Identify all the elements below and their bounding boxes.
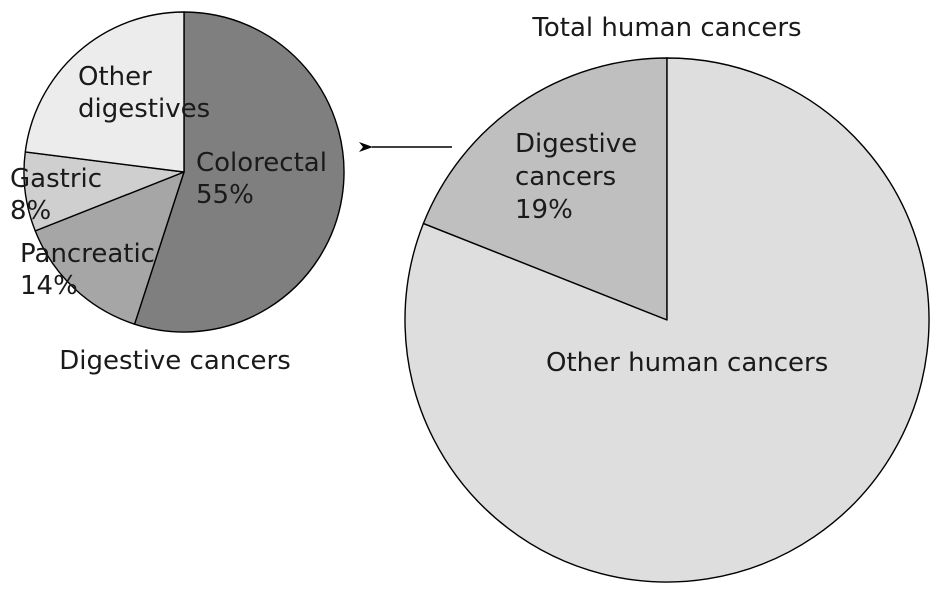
slice-digestive bbox=[422, 57, 668, 321]
total-human-cancers-pie bbox=[404, 57, 930, 583]
slice-label-line: 19% bbox=[515, 195, 573, 225]
slice-label-line: 14% bbox=[20, 271, 78, 301]
slice-label-line: 55% bbox=[196, 180, 254, 210]
slice-label-line: Digestive bbox=[515, 129, 637, 159]
slice-label-colorectal: Colorectal 55% bbox=[196, 148, 327, 210]
slice-label-line: Colorectal bbox=[196, 148, 327, 178]
slice-label-other-human: Other human cancers bbox=[546, 348, 828, 378]
slice-label-line: Other human cancers bbox=[546, 348, 828, 378]
slice-label-other-digestives: Other digestives bbox=[78, 62, 210, 124]
slice-label-pancreatic: Pancreatic 14% bbox=[20, 239, 155, 301]
slice-label-line: Other bbox=[78, 62, 152, 92]
digestive-cancers-title: Digestive cancers bbox=[59, 346, 291, 376]
slice-label-line: 8% bbox=[10, 196, 51, 226]
slice-colorectal bbox=[133, 11, 345, 333]
slice-label-line: Gastric bbox=[10, 164, 102, 194]
slice-label-line: Pancreatic bbox=[20, 239, 155, 269]
slice-label-line: digestives bbox=[78, 94, 210, 124]
digestive-cancers-slice-labels: Colorectal 55% Pancreatic 14% Gastric 8% Other… bbox=[10, 62, 327, 301]
slice-label-gastric: Gastric 8% bbox=[10, 164, 102, 226]
slice-label-line: cancers bbox=[515, 162, 616, 192]
digestive-cancers-pie bbox=[23, 11, 345, 333]
slice-pancreatic bbox=[34, 171, 185, 325]
slice-other-human bbox=[404, 57, 930, 583]
slice-label-digestive: Digestive cancers 19% bbox=[515, 129, 637, 225]
total-human-cancers-title: Total human cancers bbox=[531, 13, 801, 43]
slice-other-digestives bbox=[24, 11, 185, 173]
total-human-cancers-slice-labels: Digestive cancers 19% Other human cancers bbox=[515, 129, 828, 378]
